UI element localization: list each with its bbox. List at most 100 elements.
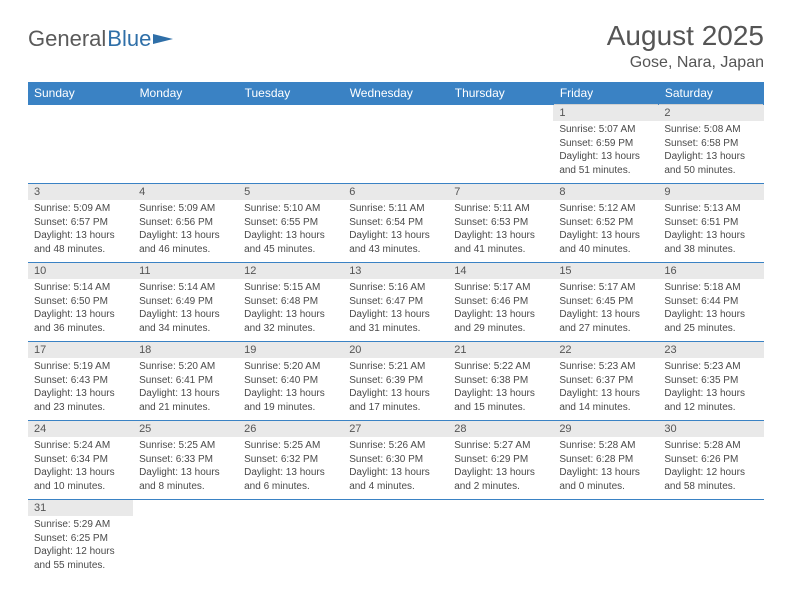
day-number-cell [343,500,448,517]
day-info-line: and 4 minutes. [349,480,442,494]
day-number-cell: 2 [658,105,763,122]
day-info-line: and 23 minutes. [34,401,127,415]
day-info-line: Daylight: 13 hours [349,308,442,322]
day-info-line: and 0 minutes. [559,480,652,494]
day-content-cell: Sunrise: 5:12 AMSunset: 6:52 PMDaylight:… [553,200,658,263]
day-info-line: Daylight: 13 hours [349,466,442,480]
day-content-cell: Sunrise: 5:14 AMSunset: 6:50 PMDaylight:… [28,279,133,342]
day-info-line: Sunset: 6:35 PM [664,374,757,388]
day-content-cell: Sunrise: 5:22 AMSunset: 6:38 PMDaylight:… [448,358,553,421]
day-info-line: and 25 minutes. [664,322,757,336]
day-content-cell [553,516,658,578]
day-info-line: Sunset: 6:45 PM [559,295,652,309]
day-info-line: and 17 minutes. [349,401,442,415]
day-number-cell: 13 [343,263,448,280]
day-number-cell [28,105,133,122]
day-info-line: Daylight: 13 hours [454,229,547,243]
day-info-line: Daylight: 13 hours [244,229,337,243]
day-number-cell: 31 [28,500,133,517]
day-header-row: SundayMondayTuesdayWednesdayThursdayFrid… [28,82,764,105]
day-info-line: Sunrise: 5:29 AM [34,518,127,532]
day-info-line: Sunset: 6:55 PM [244,216,337,230]
day-info-line: Sunset: 6:29 PM [454,453,547,467]
day-info-line: Daylight: 13 hours [139,229,232,243]
month-title: August 2025 [607,20,764,52]
day-content-cell: Sunrise: 5:11 AMSunset: 6:53 PMDaylight:… [448,200,553,263]
day-info-line: Sunrise: 5:27 AM [454,439,547,453]
day-info-line: Sunrise: 5:10 AM [244,202,337,216]
day-info-line: Sunset: 6:59 PM [559,137,652,151]
day-info-line: Sunrise: 5:13 AM [664,202,757,216]
day-number-cell [133,105,238,122]
title-block: August 2025 Gose, Nara, Japan [607,20,764,72]
day-info-line: Sunset: 6:56 PM [139,216,232,230]
day-number-cell: 3 [28,184,133,201]
day-header: Monday [133,82,238,105]
day-info-line: Daylight: 13 hours [664,387,757,401]
day-info-line: Sunset: 6:57 PM [34,216,127,230]
day-info-line: Sunset: 6:44 PM [664,295,757,309]
day-info-line: Sunset: 6:39 PM [349,374,442,388]
day-info-line: Sunset: 6:51 PM [664,216,757,230]
day-number-cell: 6 [343,184,448,201]
day-info-line: Sunrise: 5:26 AM [349,439,442,453]
daynum-row: 3456789 [28,184,764,201]
day-number-cell [448,105,553,122]
day-content-cell: Sunrise: 5:15 AMSunset: 6:48 PMDaylight:… [238,279,343,342]
day-number-cell: 23 [658,342,763,359]
day-content-cell: Sunrise: 5:24 AMSunset: 6:34 PMDaylight:… [28,437,133,500]
day-header: Saturday [658,82,763,105]
day-content-cell: Sunrise: 5:14 AMSunset: 6:49 PMDaylight:… [133,279,238,342]
day-number-cell: 20 [343,342,448,359]
day-info-line: Daylight: 13 hours [34,308,127,322]
day-info-line: Daylight: 12 hours [664,466,757,480]
day-number-cell: 9 [658,184,763,201]
day-info-line: Daylight: 13 hours [559,229,652,243]
content-row: Sunrise: 5:19 AMSunset: 6:43 PMDaylight:… [28,358,764,421]
day-content-cell: Sunrise: 5:19 AMSunset: 6:43 PMDaylight:… [28,358,133,421]
day-number-cell [448,500,553,517]
day-content-cell: Sunrise: 5:16 AMSunset: 6:47 PMDaylight:… [343,279,448,342]
day-content-cell: Sunrise: 5:27 AMSunset: 6:29 PMDaylight:… [448,437,553,500]
day-info-line: Sunrise: 5:09 AM [139,202,232,216]
day-content-cell [238,121,343,184]
day-info-line: Sunrise: 5:16 AM [349,281,442,295]
day-info-line: Daylight: 13 hours [349,229,442,243]
day-content-cell: Sunrise: 5:07 AMSunset: 6:59 PMDaylight:… [553,121,658,184]
day-number-cell: 12 [238,263,343,280]
day-info-line: and 38 minutes. [664,243,757,257]
day-info-line: Daylight: 13 hours [454,466,547,480]
day-info-line: Daylight: 13 hours [244,387,337,401]
day-info-line: Sunrise: 5:23 AM [559,360,652,374]
day-content-cell: Sunrise: 5:25 AMSunset: 6:33 PMDaylight:… [133,437,238,500]
day-info-line: Sunset: 6:28 PM [559,453,652,467]
day-number-cell: 14 [448,263,553,280]
day-number-cell: 25 [133,421,238,438]
day-info-line: and 10 minutes. [34,480,127,494]
daynum-row: 31 [28,500,764,517]
day-info-line: Sunrise: 5:12 AM [559,202,652,216]
day-info-line: Sunset: 6:53 PM [454,216,547,230]
day-number-cell [343,105,448,122]
day-info-line: Daylight: 13 hours [349,387,442,401]
header: GeneralBlue August 2025 Gose, Nara, Japa… [28,20,764,72]
logo-text-general: General [28,26,106,52]
day-header: Tuesday [238,82,343,105]
day-content-cell [343,516,448,578]
day-number-cell: 28 [448,421,553,438]
day-info-line: Sunrise: 5:20 AM [244,360,337,374]
day-info-line: Sunset: 6:40 PM [244,374,337,388]
logo-text-blue: Blue [107,26,151,52]
day-info-line: and 58 minutes. [664,480,757,494]
day-content-cell [133,121,238,184]
day-content-cell: Sunrise: 5:11 AMSunset: 6:54 PMDaylight:… [343,200,448,263]
day-number-cell: 5 [238,184,343,201]
day-info-line: Sunset: 6:58 PM [664,137,757,151]
day-content-cell: Sunrise: 5:09 AMSunset: 6:56 PMDaylight:… [133,200,238,263]
day-info-line: and 2 minutes. [454,480,547,494]
day-info-line: Daylight: 13 hours [139,308,232,322]
day-header: Thursday [448,82,553,105]
day-number-cell: 17 [28,342,133,359]
day-info-line: Sunset: 6:50 PM [34,295,127,309]
day-info-line: Sunset: 6:25 PM [34,532,127,546]
